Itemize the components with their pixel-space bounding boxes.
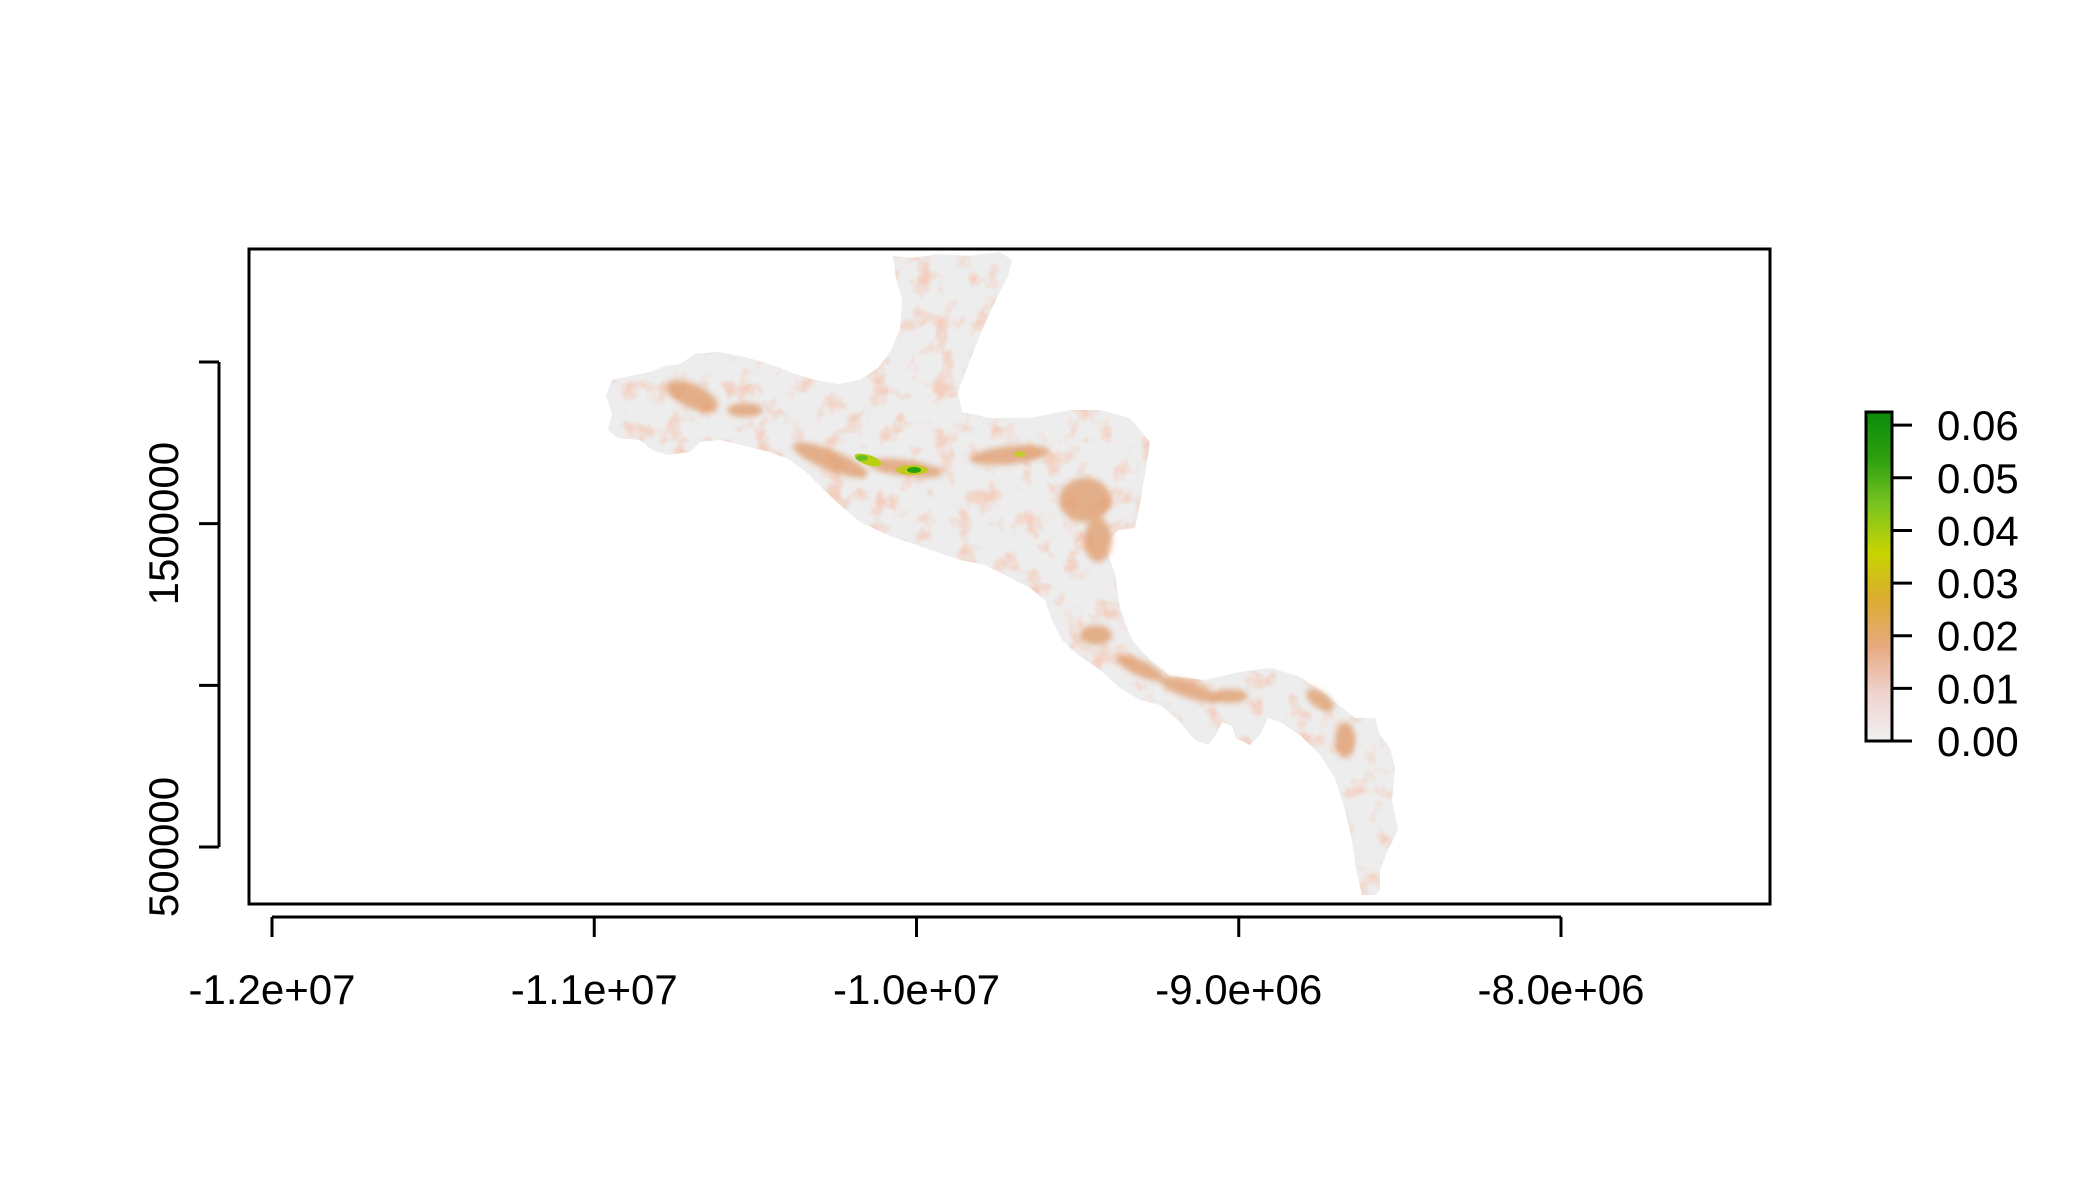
colorbar-legend: 0.00 0.01 0.02 0.03 0.04 0.05 0.06	[1864, 402, 2019, 765]
landmass-value-speckle	[606, 252, 1398, 895]
y-tick-label: 1500000	[140, 442, 187, 606]
plot-frame	[247, 247, 1772, 906]
y-tick-label: 500000	[140, 777, 187, 917]
central-america-landmass	[606, 252, 1398, 895]
colorbar-tick-label: 0.04	[1937, 507, 2019, 554]
colorbar-tick-label: 0.03	[1937, 560, 2019, 607]
x-tick-label: -9.0e+06	[1155, 966, 1322, 1013]
x-tick-label: -1.0e+07	[833, 966, 1000, 1013]
x-tick-label: -1.2e+07	[189, 966, 356, 1013]
high-value-zones	[854, 451, 1026, 475]
x-axis: -1.2e+07 -1.1e+07 -1.0e+07 -9.0e+06 -8.0e+06	[189, 915, 1645, 1013]
x-tick-label: -8.0e+06	[1478, 966, 1645, 1013]
colorbar-gradient-bar	[1864, 410, 1894, 743]
colorbar-tick-label: 0.00	[1937, 718, 2019, 765]
colorbar-tick-label: 0.01	[1937, 665, 2019, 712]
x-tick-label: -1.1e+07	[511, 966, 678, 1013]
y-axis: 500000 1500000	[140, 360, 221, 917]
colorbar-tick-label: 0.02	[1937, 613, 2019, 660]
colorbar-tick-label: 0.06	[1937, 402, 2019, 449]
colorbar-tick-label: 0.05	[1937, 455, 2019, 502]
